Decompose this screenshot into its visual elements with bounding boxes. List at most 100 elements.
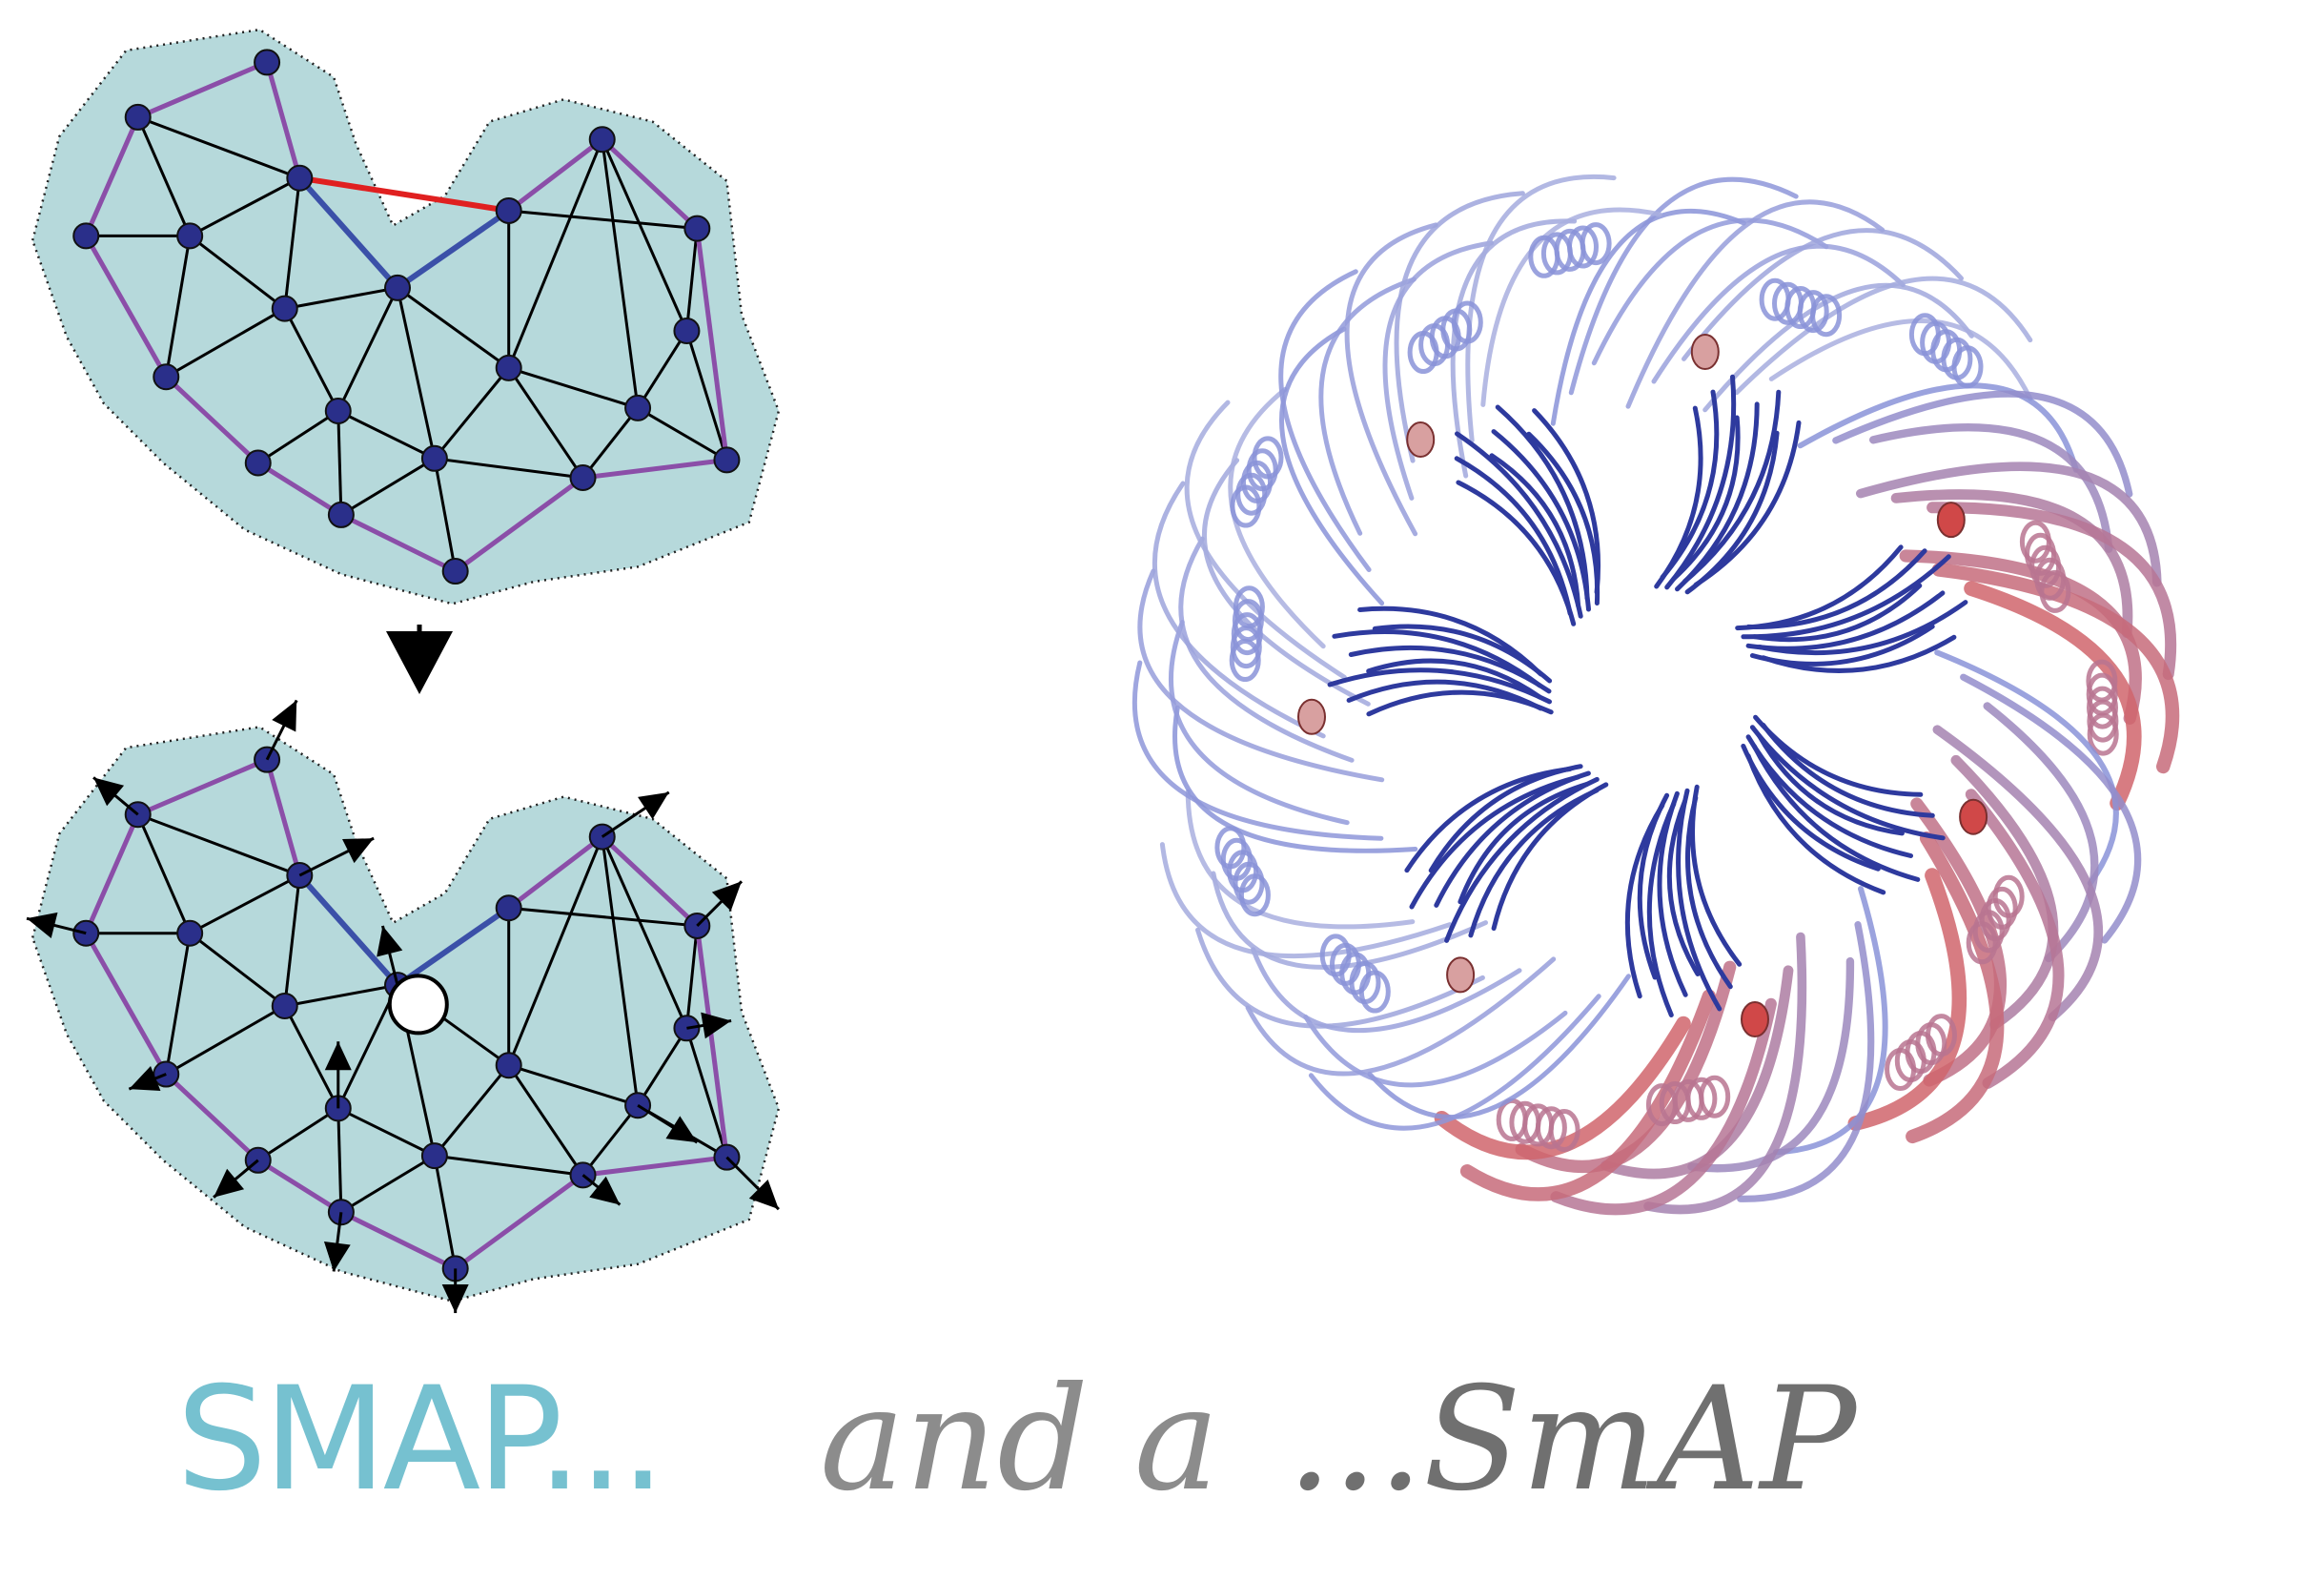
protein-loop xyxy=(1228,386,1326,649)
force-arrow-head-icon xyxy=(342,838,375,864)
protein-beta-strand xyxy=(1332,629,1542,688)
protein-beta-strand xyxy=(1751,744,1921,882)
force-arrow-head-icon xyxy=(129,1065,161,1091)
protein-beta-strand xyxy=(1346,679,1543,711)
mesh-edge xyxy=(636,330,688,409)
protein-helix xyxy=(1810,294,1843,338)
mesh-node xyxy=(271,295,298,322)
mesh-edge xyxy=(684,330,728,461)
protein-beta-strand xyxy=(1458,781,1590,905)
protein-beta-strand xyxy=(1468,788,1600,938)
mesh-node xyxy=(286,164,314,192)
protein-loop xyxy=(1550,208,1746,426)
boundary-edge xyxy=(601,137,700,231)
boundary-edge xyxy=(83,813,140,934)
mesh-node xyxy=(441,558,469,585)
protein-beta-strand xyxy=(1454,456,1573,616)
protein-helix xyxy=(1797,290,1829,334)
protein-loop xyxy=(1906,831,2005,1144)
boundary-edge xyxy=(454,1173,584,1271)
mesh-edge xyxy=(165,307,286,379)
protein-helix-end xyxy=(1936,502,1966,539)
mesh-node xyxy=(244,449,272,477)
down-triangle-icon xyxy=(386,625,453,694)
active-edge xyxy=(297,175,400,290)
active-edge xyxy=(396,905,511,988)
mesh-edge xyxy=(164,236,192,378)
figure-caption: SMAP... and a ...SmAP xyxy=(0,1344,2324,1535)
mesh-node xyxy=(153,363,180,391)
mesh-node xyxy=(384,274,412,301)
protein-helix-end xyxy=(1690,334,1720,370)
mesh-node xyxy=(495,894,522,922)
protein-loop xyxy=(1195,927,1485,1029)
mesh-edge xyxy=(433,1064,510,1158)
mesh-node xyxy=(495,354,522,381)
protein-loop xyxy=(1137,568,1385,783)
force-arrow-head-icon xyxy=(589,1176,621,1205)
protein-helix xyxy=(1966,921,1998,965)
protein-beta-strand xyxy=(1495,404,1590,601)
protein-loop xyxy=(1201,458,1371,707)
force-arrow-head-icon xyxy=(665,1116,698,1143)
protein-loop xyxy=(1184,400,1347,680)
protein-loop xyxy=(1251,947,1522,1034)
protein-loop xyxy=(1869,423,2113,553)
protein-helix xyxy=(1451,300,1483,344)
protein-loop xyxy=(1643,932,1807,1215)
force-arrow-head-icon xyxy=(214,1168,245,1198)
boundary-edge xyxy=(339,1210,457,1271)
mesh-edge xyxy=(336,287,399,412)
protein-beta-strand xyxy=(1757,733,1905,836)
protein-beta-strand xyxy=(1409,774,1580,910)
mesh-region xyxy=(31,28,781,605)
mesh-edge xyxy=(189,932,286,1008)
protein-helix xyxy=(1567,225,1599,269)
mesh-edge xyxy=(137,115,300,180)
mesh-node xyxy=(495,196,522,224)
mesh-edge xyxy=(397,286,510,370)
force-arrow-head-icon xyxy=(638,791,669,820)
protein-beta-strand xyxy=(1741,554,1951,640)
protein-beta-strand xyxy=(1745,548,1927,629)
mesh-edge xyxy=(684,925,699,1029)
protein-beta-strand xyxy=(1366,658,1542,700)
mesh-edge xyxy=(434,1154,583,1177)
protein-beta-strand xyxy=(1489,453,1581,608)
boundary-edge xyxy=(507,137,604,213)
protein-beta-strand xyxy=(1455,431,1583,619)
mesh-node xyxy=(72,222,100,250)
removed-edge xyxy=(298,174,510,214)
protein-loop xyxy=(1459,989,1716,1201)
protein-loop xyxy=(1434,1016,1691,1160)
protein-loop xyxy=(1960,673,2142,944)
force-arrow-head-icon xyxy=(323,1241,351,1272)
mesh-edge xyxy=(507,836,604,1066)
mesh-node xyxy=(124,103,152,131)
protein-beta-strand xyxy=(1761,634,1957,673)
protein-beta-strand xyxy=(1327,667,1552,705)
mesh-edge xyxy=(507,1064,584,1177)
mesh-edge xyxy=(256,1107,339,1162)
mesh-edge xyxy=(637,406,728,462)
protein-loop xyxy=(1303,1010,1568,1088)
mesh-edge xyxy=(433,1155,458,1269)
protein-loop xyxy=(1279,326,1385,606)
mesh-edge xyxy=(283,307,340,412)
mesh-node xyxy=(420,444,448,472)
protein-helix xyxy=(1319,934,1352,977)
active-edge xyxy=(297,873,400,988)
force-arrow-head-icon xyxy=(27,912,58,939)
mesh-node xyxy=(324,398,352,425)
protein-loop xyxy=(1797,382,2079,473)
protein-loop xyxy=(1308,994,1601,1131)
protein-helix-end xyxy=(1297,698,1326,735)
force-arrow-head-icon xyxy=(711,881,742,912)
protein-loop xyxy=(1178,536,1355,763)
mesh-edge xyxy=(340,1154,436,1214)
mesh-edge xyxy=(284,983,398,1008)
caption-and-a: and a xyxy=(820,1357,1220,1523)
protein-helix xyxy=(2087,699,2119,743)
mesh-node xyxy=(254,49,281,76)
mesh-edge xyxy=(164,933,192,1075)
